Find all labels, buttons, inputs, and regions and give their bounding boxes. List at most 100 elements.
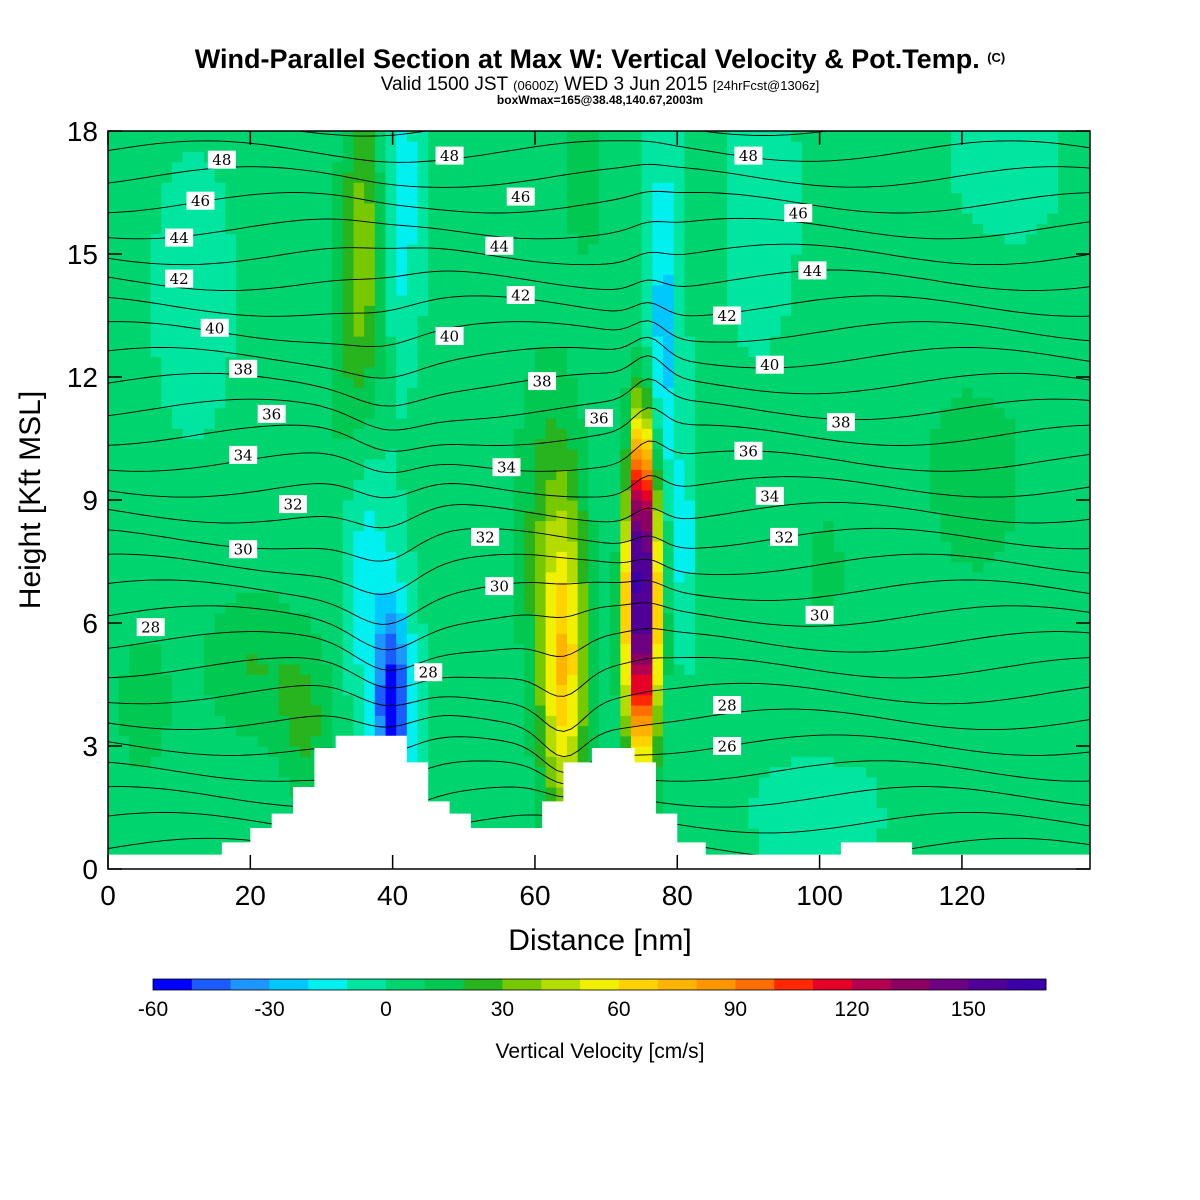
- velocity-cell: [300, 582, 312, 593]
- velocity-cell: [332, 356, 344, 368]
- velocity-cell: [385, 592, 397, 604]
- velocity-cell: [321, 469, 333, 481]
- velocity-cell: [385, 653, 397, 665]
- velocity-cell: [588, 346, 600, 358]
- velocity-cell: [769, 746, 782, 757]
- velocity-cell: [620, 510, 632, 522]
- velocity-cell: [470, 746, 483, 757]
- velocity-cell: [534, 776, 547, 788]
- velocity-cell: [332, 448, 344, 460]
- velocity-cell: [332, 489, 344, 501]
- velocity-cell: [737, 643, 750, 655]
- velocity-cell: [716, 766, 728, 778]
- velocity-cell: [727, 336, 739, 347]
- velocity-cell: [545, 254, 557, 265]
- velocity-cell: [438, 315, 451, 327]
- velocity-cell: [492, 418, 504, 429]
- velocity-cell: [438, 776, 451, 788]
- velocity-cell: [695, 746, 707, 757]
- velocity-cell: [684, 295, 696, 306]
- velocity-cell: [172, 459, 184, 470]
- velocity-cell: [161, 541, 173, 552]
- velocity-cell: [129, 346, 141, 358]
- velocity-cell: [748, 295, 760, 306]
- velocity-cell: [492, 787, 504, 798]
- velocity-cell: [353, 141, 365, 153]
- velocity-cell: [438, 469, 451, 481]
- velocity-cell: [300, 469, 312, 481]
- velocity-cell: [396, 520, 408, 532]
- velocity-cell: [225, 223, 237, 235]
- velocity-cell: [449, 213, 461, 224]
- velocity-cell: [652, 366, 664, 378]
- velocity-cell: [663, 428, 675, 440]
- velocity-cell: [556, 295, 568, 306]
- velocity-cell: [759, 705, 771, 716]
- velocity-cell: [278, 664, 291, 675]
- velocity-cell: [182, 694, 194, 706]
- velocity-cell: [342, 161, 355, 173]
- velocity-cell: [641, 202, 653, 214]
- velocity-cell: [278, 623, 291, 634]
- velocity-cell: [310, 213, 323, 224]
- velocity-cell: [289, 725, 301, 737]
- velocity-cell: [289, 284, 301, 296]
- velocity-cell: [172, 653, 184, 665]
- velocity-cell: [705, 213, 718, 224]
- velocity-cell: [727, 295, 739, 306]
- velocity-cell: [428, 325, 440, 337]
- velocity-cell: [438, 161, 451, 173]
- velocity-cell: [417, 223, 429, 235]
- velocity-cell: [470, 213, 483, 224]
- velocity-cell: [449, 469, 461, 481]
- velocity-cell: [214, 766, 227, 778]
- velocity-cell: [385, 295, 397, 306]
- velocity-cell: [108, 366, 120, 378]
- velocity-cell: [193, 571, 205, 583]
- velocity-cell: [705, 336, 718, 347]
- velocity-cell: [492, 295, 504, 306]
- velocity-cell: [748, 828, 760, 839]
- velocity-cell: [695, 448, 707, 460]
- velocity-cell: [663, 674, 675, 686]
- velocity-cell: [705, 664, 718, 675]
- velocity-cell: [278, 725, 291, 737]
- velocity-cell: [652, 274, 664, 286]
- velocity-cell: [716, 438, 728, 450]
- velocity-cell: [449, 305, 461, 317]
- velocity-cell: [396, 274, 408, 286]
- velocity-cell: [172, 664, 184, 675]
- velocity-cell: [108, 172, 120, 183]
- velocity-cell: [182, 633, 194, 645]
- velocity-cell: [140, 500, 152, 511]
- velocity-cell: [172, 623, 184, 634]
- velocity-cell: [502, 684, 515, 696]
- velocity-cell: [342, 202, 355, 214]
- velocity-cell: [300, 479, 312, 491]
- velocity-cell: [310, 254, 323, 265]
- velocity-cell: [161, 735, 173, 747]
- velocity-cell: [406, 172, 419, 183]
- velocity-cell: [204, 489, 216, 501]
- velocity-cell: [481, 264, 493, 276]
- velocity-cell: [257, 530, 269, 542]
- velocity-cell: [268, 674, 280, 686]
- velocity-cell: [236, 141, 248, 153]
- velocity-cell: [812, 520, 824, 532]
- velocity-cell: [428, 346, 440, 358]
- velocity-cell: [801, 828, 814, 839]
- velocity-cell: [321, 735, 333, 747]
- velocity-cell: [172, 325, 184, 337]
- velocity-cell: [577, 387, 589, 399]
- velocity-cell: [663, 705, 675, 716]
- velocity-cell: [769, 838, 782, 850]
- velocity-cell: [449, 530, 461, 542]
- velocity-cell: [300, 674, 312, 686]
- velocity-cell: [631, 735, 643, 747]
- velocity-cell: [172, 346, 184, 358]
- velocity-cell: [161, 489, 173, 501]
- velocity-cell: [833, 223, 846, 235]
- velocity-cell: [716, 325, 728, 337]
- velocity-cell: [193, 500, 205, 511]
- velocity-cell: [129, 848, 141, 860]
